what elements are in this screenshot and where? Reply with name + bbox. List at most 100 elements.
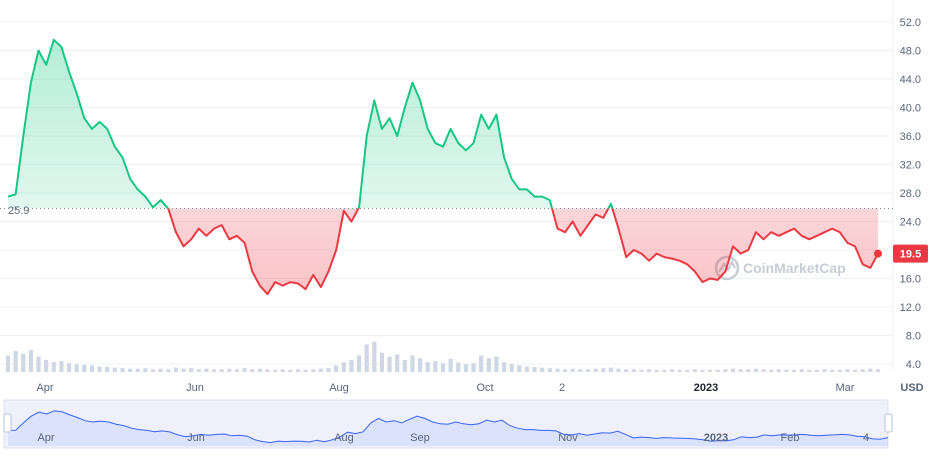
watermark-text: CoinMarketCap bbox=[743, 260, 846, 276]
volume-bar bbox=[608, 367, 613, 372]
volume-bar bbox=[708, 369, 713, 372]
x-tick-label: 2023 bbox=[694, 382, 718, 394]
volume-bar bbox=[97, 366, 102, 372]
volume-bar bbox=[5, 355, 11, 372]
volume-bar bbox=[150, 369, 156, 372]
volume-bar bbox=[395, 354, 400, 372]
price-badge-text: 19.5 bbox=[900, 249, 921, 261]
volume-bar bbox=[585, 369, 591, 372]
volume-bar bbox=[128, 368, 133, 372]
volume-bar bbox=[288, 369, 293, 372]
volume-bar bbox=[555, 368, 560, 372]
price-line-down bbox=[166, 208, 879, 296]
navigator-right-handle[interactable] bbox=[884, 413, 893, 433]
volume-bar bbox=[524, 366, 530, 372]
volume-bar bbox=[135, 368, 140, 372]
volume-bar bbox=[753, 368, 758, 372]
volume-bar bbox=[746, 369, 751, 372]
volume-bar bbox=[196, 369, 201, 372]
x-tick-label: Aug bbox=[329, 382, 349, 394]
volume-bar bbox=[578, 369, 583, 372]
volume-bar bbox=[769, 369, 774, 372]
volume-bar bbox=[44, 359, 49, 372]
volume-bar bbox=[517, 365, 522, 372]
volume-bar bbox=[486, 358, 491, 372]
x-tick-label: Apr bbox=[36, 382, 53, 394]
volume-bar bbox=[868, 368, 873, 372]
volume-bar bbox=[624, 369, 629, 372]
volume-bar bbox=[730, 368, 736, 372]
navigator-labels: Apr Jun Aug Sep Nov 2023 Feb 4 bbox=[37, 432, 869, 444]
volume-bar bbox=[509, 364, 514, 372]
volume-bar bbox=[120, 368, 125, 372]
y-tick-label: 12.0 bbox=[900, 302, 921, 314]
volume-bar bbox=[601, 368, 606, 372]
volume-bar bbox=[540, 367, 545, 372]
volume-bar bbox=[662, 369, 667, 372]
volume-bar bbox=[334, 365, 339, 372]
unit-label: USD bbox=[900, 382, 923, 394]
volume-bar bbox=[761, 369, 766, 372]
navigator-label: 4 bbox=[863, 432, 869, 444]
volume-bar bbox=[448, 358, 453, 372]
y-tick-label: 8.0 bbox=[906, 331, 921, 343]
volume-bar bbox=[830, 369, 835, 372]
y-tick-label: 24.0 bbox=[900, 217, 921, 229]
area-below-baseline bbox=[168, 208, 878, 295]
volume-bar bbox=[807, 369, 812, 372]
volume-bar bbox=[166, 369, 171, 372]
volume-bar bbox=[105, 367, 110, 372]
x-tick-label: Jun bbox=[186, 382, 204, 394]
volume-bar bbox=[402, 359, 407, 372]
navigator[interactable]: Apr Jun Aug Sep Nov 2023 Feb 4 bbox=[3, 399, 893, 449]
y-tick-label: 40.0 bbox=[900, 103, 921, 115]
y-axis: 4.08.012.016.020.024.028.032.036.040.044… bbox=[900, 17, 921, 371]
volume-bar bbox=[860, 369, 865, 372]
y-tick-label: 44.0 bbox=[900, 74, 921, 86]
navigator-label: Apr bbox=[37, 432, 54, 444]
price-line-up bbox=[7, 38, 614, 209]
volume-bar bbox=[814, 369, 820, 372]
volume-bar bbox=[341, 362, 346, 372]
y-tick-label: 28.0 bbox=[900, 188, 921, 200]
volume-bar bbox=[89, 365, 95, 372]
volume-bar bbox=[326, 368, 331, 372]
volume-bar bbox=[28, 350, 33, 372]
volume-bar bbox=[776, 369, 781, 372]
volume-bar bbox=[318, 368, 323, 372]
volume-bar bbox=[418, 358, 423, 372]
volume-bar bbox=[66, 363, 72, 372]
volume-bar bbox=[250, 369, 255, 372]
x-axis: Apr Jun Aug Oct 2 2023 Mar bbox=[36, 382, 854, 394]
volume-bar bbox=[425, 362, 430, 372]
volume-bar bbox=[616, 368, 621, 372]
volume-bar bbox=[837, 369, 842, 372]
volume-bar bbox=[433, 361, 438, 372]
volume-bar bbox=[211, 369, 217, 372]
volume-bar bbox=[463, 364, 468, 372]
volume-bar bbox=[563, 369, 568, 372]
volume-bar bbox=[784, 369, 789, 372]
volume-bar bbox=[74, 364, 79, 372]
y-tick-label: 32.0 bbox=[900, 160, 921, 172]
volume-bar bbox=[372, 341, 377, 372]
volume-bar bbox=[51, 362, 56, 372]
volume-bar bbox=[219, 369, 224, 372]
volume-bar bbox=[227, 368, 232, 372]
x-tick-label: 2 bbox=[559, 382, 565, 394]
volume-bar bbox=[387, 356, 392, 372]
navigator-label: Sep bbox=[410, 432, 430, 444]
volume-bar bbox=[204, 368, 209, 372]
x-tick-label: Oct bbox=[476, 382, 493, 394]
navigator-left-handle[interactable] bbox=[3, 413, 12, 433]
volume-bar bbox=[440, 363, 446, 372]
volume-bar bbox=[715, 369, 720, 372]
volume-bar bbox=[639, 369, 644, 372]
volume-bar bbox=[631, 369, 636, 372]
volume-bar bbox=[59, 361, 64, 372]
volume-bar bbox=[349, 359, 354, 372]
volume-bar bbox=[501, 362, 507, 372]
y-tick-label: 52.0 bbox=[900, 17, 921, 29]
volume-bar bbox=[494, 356, 499, 372]
